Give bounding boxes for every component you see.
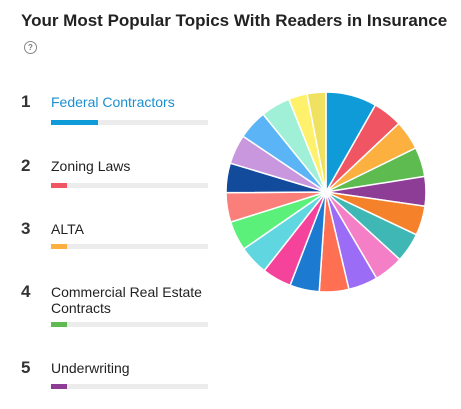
topic-bar-fill: [51, 120, 99, 125]
topic-bar-fill: [51, 183, 67, 188]
topic-rank: 3: [21, 219, 31, 238]
topic-bar-fill: [51, 384, 67, 389]
topics-pie-chart: [225, 91, 427, 293]
page-title: Your Most Popular Topics With Readers in…: [21, 11, 448, 30]
topic-rank: 5: [21, 358, 31, 377]
topic-bar-track: [51, 244, 208, 249]
topic-bar-track: [51, 384, 208, 389]
pie-slice[interactable]: [306, 91, 327, 193]
topic-bar-fill: [51, 244, 67, 249]
topic-bar-track: [51, 322, 208, 327]
question-circle-icon[interactable]: ?: [24, 41, 37, 54]
topic-label[interactable]: Commercial Real Estate Contracts: [51, 284, 202, 316]
topic-label[interactable]: ALTA: [51, 221, 84, 237]
topic-bar-track: [51, 120, 208, 125]
topic-rank: 1: [21, 92, 31, 111]
topic-label[interactable]: Underwriting: [51, 360, 130, 376]
topic-bar-track: [51, 183, 208, 188]
topic-rank: 4: [21, 282, 31, 301]
topic-rank: 2: [21, 156, 31, 175]
topic-label[interactable]: Federal Contractors: [51, 94, 175, 110]
topic-bar-fill: [51, 322, 67, 327]
topic-label[interactable]: Zoning Laws: [51, 158, 131, 174]
